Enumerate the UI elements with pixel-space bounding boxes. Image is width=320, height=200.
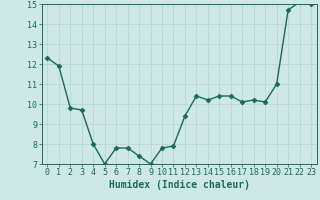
- X-axis label: Humidex (Indice chaleur): Humidex (Indice chaleur): [109, 180, 250, 190]
